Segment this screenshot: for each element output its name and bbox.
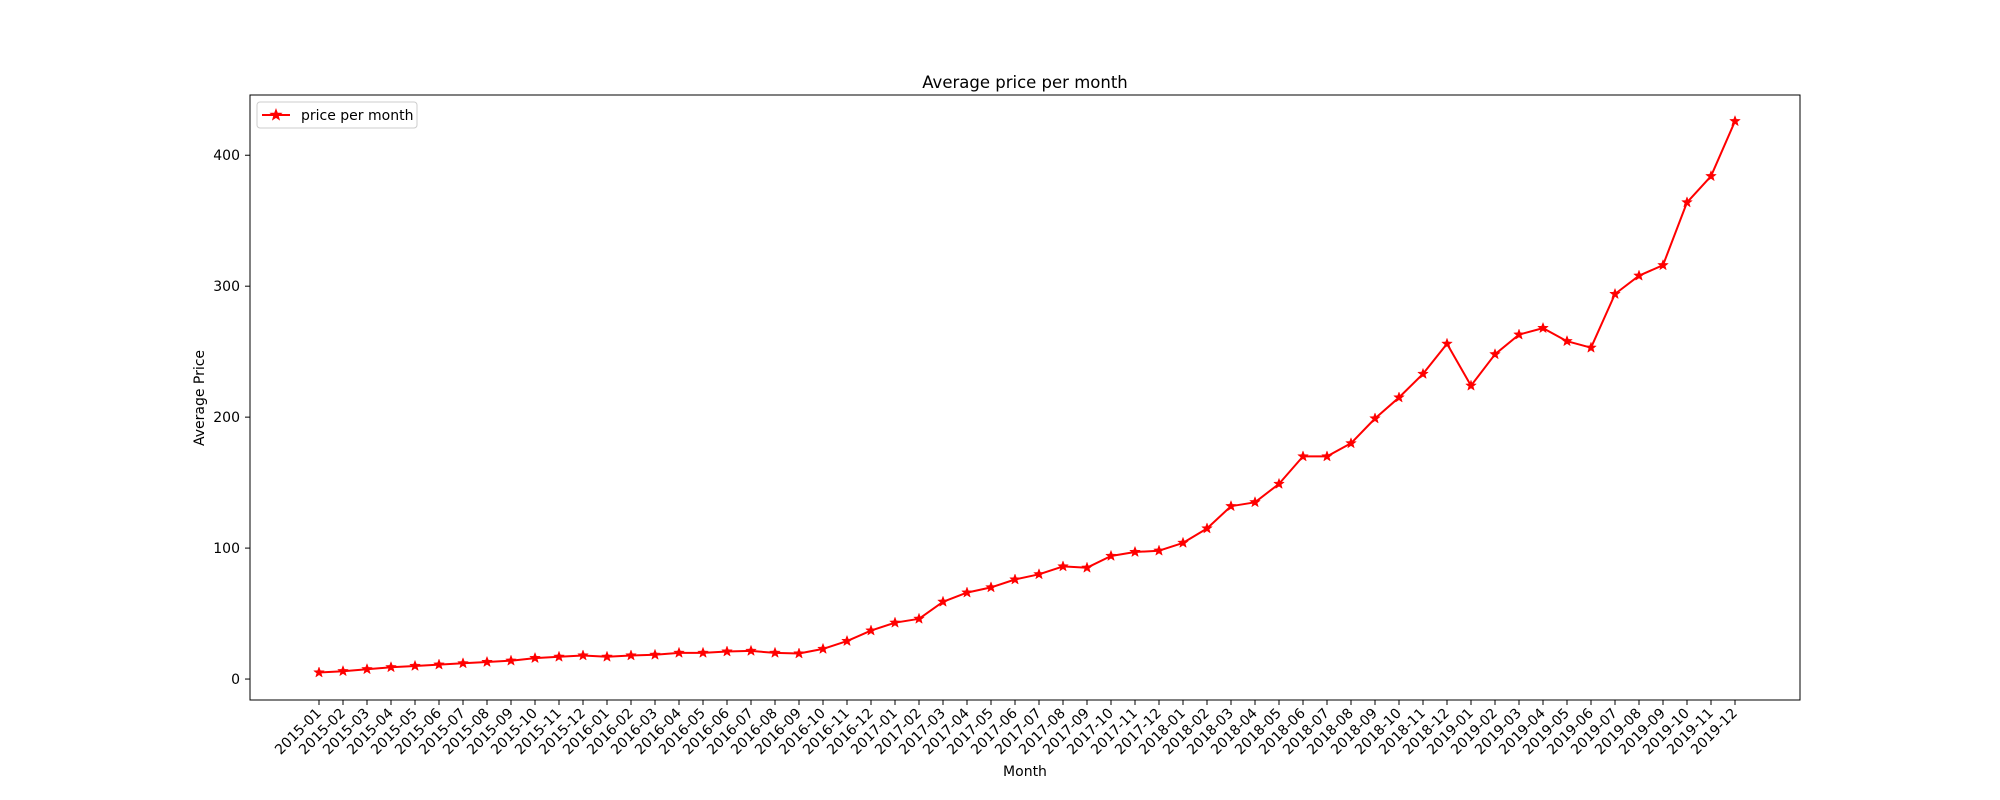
data-point-marker — [505, 654, 517, 666]
data-point-marker — [649, 648, 661, 660]
data-point-marker — [1153, 544, 1165, 556]
series-layer — [313, 114, 1741, 678]
data-point-marker — [1585, 341, 1597, 353]
data-point-marker — [1129, 545, 1141, 558]
data-point-marker — [1729, 114, 1741, 127]
data-point-marker — [1273, 477, 1285, 489]
data-point-marker — [1681, 196, 1693, 208]
data-point-marker — [889, 616, 901, 628]
legend: price per month — [256, 101, 418, 129]
y-tick-label: 200 — [213, 410, 240, 426]
data-point-marker — [769, 646, 781, 658]
data-point-marker — [1465, 379, 1477, 391]
data-point-marker — [409, 659, 421, 671]
data-point-marker — [1249, 496, 1261, 508]
data-point-marker — [937, 595, 949, 607]
data-point-marker — [1609, 287, 1621, 300]
plot-area-frame — [249, 94, 1801, 701]
data-point-marker — [457, 657, 469, 669]
data-point-marker — [1297, 450, 1309, 462]
data-point-marker — [433, 658, 445, 670]
data-point-marker — [865, 624, 877, 636]
y-tick-label: 0 — [231, 672, 240, 688]
data-point-marker — [1489, 348, 1501, 360]
data-point-marker — [481, 655, 493, 668]
data-point-marker — [553, 650, 565, 662]
data-point-marker — [1393, 391, 1405, 403]
x-axis-label: Month — [1003, 764, 1047, 780]
data-point-marker — [1417, 367, 1429, 379]
data-point-marker — [577, 649, 589, 661]
data-point-marker — [1057, 560, 1069, 572]
data-point-marker — [1033, 568, 1045, 580]
data-point-marker — [529, 651, 541, 664]
y-tick-label: 400 — [213, 148, 240, 164]
legend-box — [256, 101, 418, 129]
y-axis: 0 100 200 300 400 — [213, 148, 250, 688]
y-axis-label: Average Price — [192, 350, 208, 446]
data-point-marker — [985, 581, 997, 593]
legend-label: price per month — [301, 108, 413, 124]
data-point-marker — [385, 661, 397, 673]
data-point-marker — [625, 649, 637, 661]
series-line — [318, 120, 1736, 674]
chart-title: Average price per month — [922, 73, 1128, 92]
data-point-marker — [1513, 328, 1525, 340]
legend-star-marker — [269, 108, 283, 121]
data-point-marker — [1705, 169, 1717, 182]
data-point-marker — [1441, 337, 1453, 349]
data-point-marker — [1105, 549, 1117, 561]
data-point-marker — [1177, 536, 1189, 548]
data-point-marker — [721, 645, 733, 657]
data-point-marker — [1081, 561, 1093, 573]
data-point-marker — [1201, 522, 1213, 534]
data-point-marker — [745, 644, 757, 656]
data-point-marker — [601, 650, 613, 662]
data-point-marker — [1537, 321, 1549, 334]
data-point-marker — [673, 646, 685, 658]
y-tick-label: 100 — [213, 541, 240, 557]
data-point-marker — [913, 612, 925, 624]
data-point-marker — [313, 666, 325, 678]
data-point-marker — [841, 634, 853, 647]
data-point-marker — [361, 663, 373, 675]
data-point-marker — [1561, 334, 1573, 347]
data-point-marker — [1633, 269, 1645, 281]
data-point-marker — [1009, 573, 1021, 585]
data-point-marker — [1321, 450, 1333, 462]
data-point-marker — [1345, 437, 1357, 449]
data-point-marker — [1657, 259, 1669, 271]
data-point-marker — [1369, 412, 1381, 424]
x-axis: 2015-012015-022015-032015-042015-052015-… — [272, 700, 1741, 758]
data-point-marker — [961, 586, 973, 598]
data-point-marker — [1225, 499, 1237, 512]
y-tick-label: 300 — [213, 279, 240, 295]
data-point-marker — [817, 642, 829, 654]
data-point-marker — [337, 664, 349, 677]
data-point-marker — [697, 646, 709, 658]
data-point-marker — [793, 647, 805, 659]
